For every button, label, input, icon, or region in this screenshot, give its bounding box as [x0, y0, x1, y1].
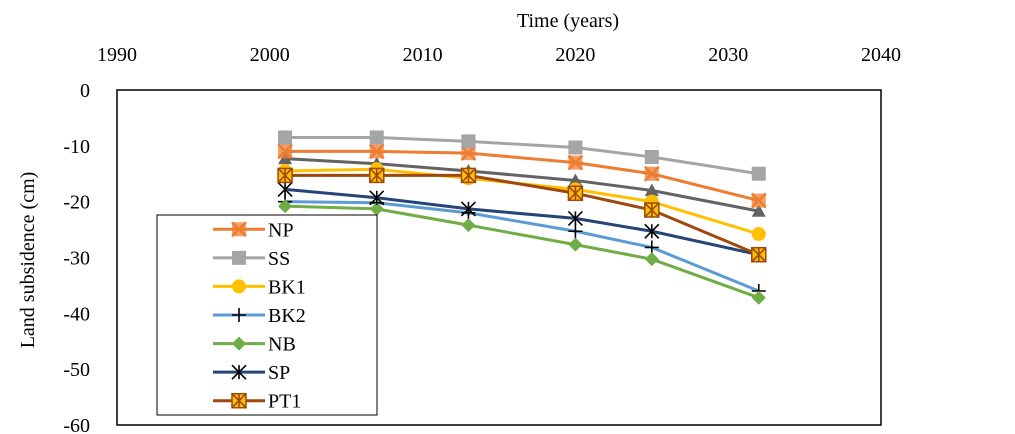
- legend-item: NB: [213, 334, 296, 356]
- legend-item: SS: [213, 248, 290, 270]
- data-point: [460, 167, 477, 184]
- data-point: [567, 185, 584, 202]
- y-axis-title: Land subsidence (cm): [17, 172, 39, 349]
- legend-item: NP: [213, 219, 294, 241]
- data-point: [644, 183, 659, 197]
- data-point: [751, 166, 766, 181]
- legend-marker: [232, 279, 246, 294]
- legend-label: SS: [268, 248, 290, 270]
- legend-item: SP: [213, 362, 290, 384]
- x-tick-label: 1990: [97, 44, 137, 66]
- data-point: [567, 210, 583, 226]
- x-axis-title: Time (years): [517, 10, 619, 32]
- legend-marker: [231, 392, 247, 409]
- data-point: [369, 130, 384, 145]
- data-point: [369, 201, 384, 216]
- y-tick-label: -30: [63, 248, 90, 270]
- data-point: [568, 237, 583, 252]
- legend: NP SS BK1 BK2 NB SP PT1: [156, 214, 378, 416]
- data-point: [460, 201, 477, 217]
- data-point: [644, 150, 659, 164]
- data-point: [644, 223, 660, 239]
- data-point: [568, 173, 583, 187]
- data-point: [568, 140, 583, 155]
- legend-label: BK1: [268, 276, 306, 298]
- series-line: [285, 173, 760, 257]
- series-1: [278, 130, 766, 181]
- series-layer: [277, 130, 767, 305]
- legend-marker: [231, 221, 247, 238]
- data-point: [751, 290, 766, 305]
- legend-label: NB: [268, 334, 296, 356]
- series-line: [284, 187, 760, 257]
- legend-item: PT1: [213, 391, 301, 413]
- y-tick-label: -50: [63, 359, 90, 381]
- legend-label: SP: [268, 362, 290, 384]
- y-tick-label: -10: [63, 136, 90, 158]
- legend-box: [156, 214, 378, 416]
- x-tick-labels: 1990 2000 2010 2020 2030 2040: [97, 44, 901, 66]
- series-line: [285, 149, 760, 203]
- data-point: [751, 227, 766, 242]
- x-tick-label: 2030: [708, 44, 748, 66]
- data-point: [461, 134, 476, 149]
- series-line: [285, 204, 760, 300]
- data-point: [277, 143, 293, 160]
- x-tick-label: 2010: [403, 44, 443, 66]
- legend-item: BK1: [213, 276, 306, 298]
- y-tick-label: 0: [80, 80, 90, 102]
- legend-marker: [232, 308, 246, 322]
- series-line: [285, 200, 760, 293]
- data-point: [278, 130, 293, 145]
- data-point: [461, 218, 476, 233]
- data-point: [278, 199, 293, 214]
- data-point: [750, 192, 767, 209]
- y-tick-labels: 0 -10 -20 -30 -40 -50 -60: [63, 80, 90, 434]
- legend-label: NP: [268, 219, 294, 241]
- series-line: [285, 135, 759, 176]
- data-point: [277, 167, 293, 184]
- legend-item: BK2: [213, 305, 306, 327]
- data-point: [369, 167, 385, 184]
- series-unlabeled: [278, 151, 766, 217]
- data-point: [751, 246, 767, 263]
- data-point: [644, 252, 659, 267]
- legend-marker: [232, 250, 246, 265]
- y-tick-label: -20: [63, 192, 90, 214]
- data-point: [277, 181, 293, 197]
- data-point: [567, 154, 584, 171]
- data-point: [369, 190, 385, 206]
- legend-marker: [231, 364, 247, 380]
- y-tick-label: -40: [63, 303, 90, 325]
- x-tick-label: 2020: [555, 44, 595, 66]
- plot-area-border: [116, 89, 882, 426]
- series-line: [284, 157, 760, 213]
- data-point: [644, 202, 660, 218]
- legend-label: BK2: [268, 305, 306, 327]
- data-point: [643, 165, 660, 182]
- series-0: [277, 143, 767, 209]
- series-4: [278, 199, 766, 305]
- data-point: [460, 145, 477, 161]
- x-tick-label: 2000: [250, 44, 290, 66]
- data-point: [751, 204, 766, 217]
- data-point: [368, 143, 385, 160]
- series-6: [277, 167, 767, 263]
- data-point: [568, 224, 583, 239]
- x-tick-label: 2040: [861, 44, 901, 66]
- legend-marker: [232, 336, 246, 351]
- legend-label: PT1: [268, 391, 301, 413]
- data-point: [644, 240, 659, 255]
- y-tick-label: -60: [63, 415, 90, 434]
